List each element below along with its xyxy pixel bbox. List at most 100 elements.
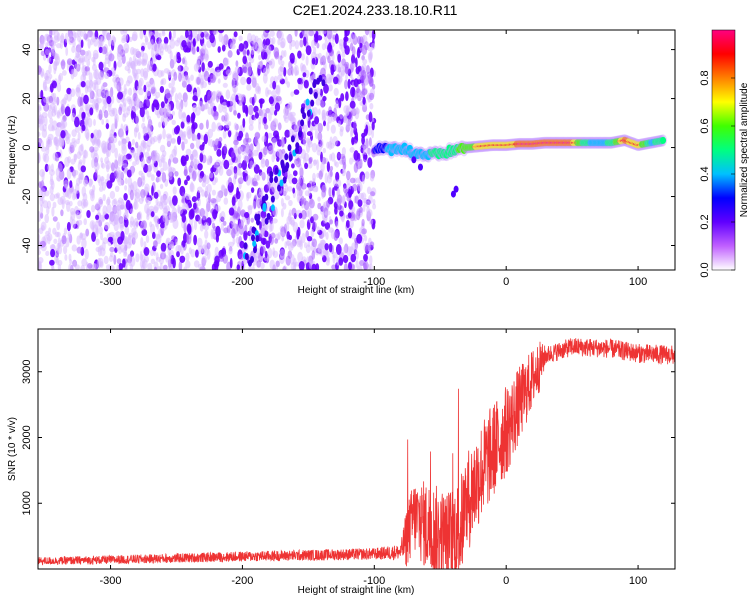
speckle-mark [274, 265, 278, 270]
speckle-mark [253, 174, 259, 182]
speckle-mark [207, 128, 214, 139]
speckle-mark [363, 153, 368, 160]
speckle-mark [106, 180, 113, 189]
speckle-mark [228, 247, 233, 255]
speckle-mark [304, 162, 309, 169]
speckle-mark [127, 141, 132, 150]
speckle-mark [79, 49, 86, 56]
speckle-mark [183, 66, 189, 72]
speckle-mark [38, 249, 41, 256]
speckle-mark [317, 108, 321, 116]
speckle-mark [123, 97, 127, 108]
speckle-mark [60, 103, 65, 115]
speckle-mark [263, 146, 268, 156]
speckle-mark [39, 169, 46, 178]
speckle-mark [178, 72, 182, 82]
speckle-mark [40, 89, 44, 100]
streak-mark [256, 213, 261, 221]
speckle-mark [274, 109, 278, 116]
speckle-mark [91, 158, 95, 169]
speckle-mark [295, 160, 299, 166]
speckle-mark [142, 67, 149, 79]
speckle-mark [185, 260, 191, 269]
speckle-mark [372, 203, 377, 210]
speckle-mark [282, 266, 287, 270]
speckle-mark [137, 211, 143, 221]
speckle-mark [185, 148, 192, 156]
speckle-mark [226, 225, 231, 234]
speckle-mark [314, 241, 317, 248]
speckle-mark [260, 157, 265, 165]
speckle-mark [66, 87, 72, 95]
speckle-mark [142, 138, 146, 149]
y-tick-label: 1000 [21, 491, 33, 515]
speckle-mark [124, 225, 130, 235]
speckle-mark [349, 157, 353, 165]
speckle-mark [200, 134, 205, 140]
speckle-mark [53, 67, 57, 75]
speckle-mark [117, 153, 122, 164]
speckle-mark [362, 145, 369, 156]
speckle-mark [323, 83, 329, 94]
speckle-mark [368, 111, 373, 123]
speckle-mark [263, 124, 269, 130]
speckle-mark [164, 42, 169, 52]
speckle-mark [73, 261, 77, 268]
speckle-mark [80, 264, 86, 270]
speckle-mark [69, 180, 73, 189]
speckle-mark [197, 163, 203, 171]
speckle-mark [40, 204, 44, 215]
streak-mark [282, 176, 287, 184]
speckle-mark [135, 253, 140, 263]
speckle-mark [286, 231, 291, 240]
speckle-mark [168, 211, 174, 219]
speckle-mark [245, 174, 251, 186]
speckle-mark [154, 266, 157, 270]
speckle-mark [258, 54, 262, 61]
speckle-mark [101, 175, 104, 187]
speckle-mark [161, 250, 165, 259]
speckle-mark [122, 163, 129, 169]
speckle-mark [241, 64, 245, 74]
speckle-mark [158, 121, 162, 128]
speckle-mark [343, 162, 347, 170]
speckle-mark [68, 186, 75, 195]
streak-mark [321, 79, 326, 87]
speckle-mark [50, 180, 55, 190]
speckle-mark [221, 101, 228, 109]
speckle-mark [233, 144, 239, 155]
speckle-mark [210, 228, 214, 240]
speckle-mark [177, 135, 181, 145]
speckle-mark [80, 81, 86, 88]
speckle-mark [215, 205, 221, 212]
speckle-mark [318, 244, 323, 250]
speckle-mark [121, 138, 127, 146]
speckle-mark [337, 53, 342, 63]
speckle-mark [310, 228, 315, 238]
speckle-mark [83, 55, 87, 63]
snr-ticks: -300 -200 -100 0 100 1000 2000 3000 [21, 329, 675, 587]
speckle-mark [372, 198, 376, 206]
speckle-mark [340, 70, 345, 77]
speckle-mark [249, 143, 254, 153]
speckle-mark [140, 157, 145, 169]
y-tick-label: 40 [21, 43, 33, 55]
speckle-mark [359, 206, 363, 213]
speckle-mark [350, 32, 355, 44]
speckle-mark [329, 136, 333, 145]
speckle-mark [85, 132, 90, 141]
speckle-mark [369, 30, 373, 39]
speckle-mark [82, 155, 86, 165]
speckle-mark [139, 30, 144, 40]
speckle-mark [162, 161, 168, 172]
speckle-mark [275, 85, 280, 94]
speckle-mark [298, 212, 303, 219]
speckle-mark [109, 251, 114, 258]
speckle-mark [301, 232, 306, 244]
speckle-mark [66, 201, 71, 212]
speckle-mark [290, 254, 295, 265]
speckle-mark [105, 119, 109, 125]
speckle-mark [205, 185, 208, 196]
speckle-mark [361, 228, 367, 235]
speckle-mark [233, 31, 238, 38]
